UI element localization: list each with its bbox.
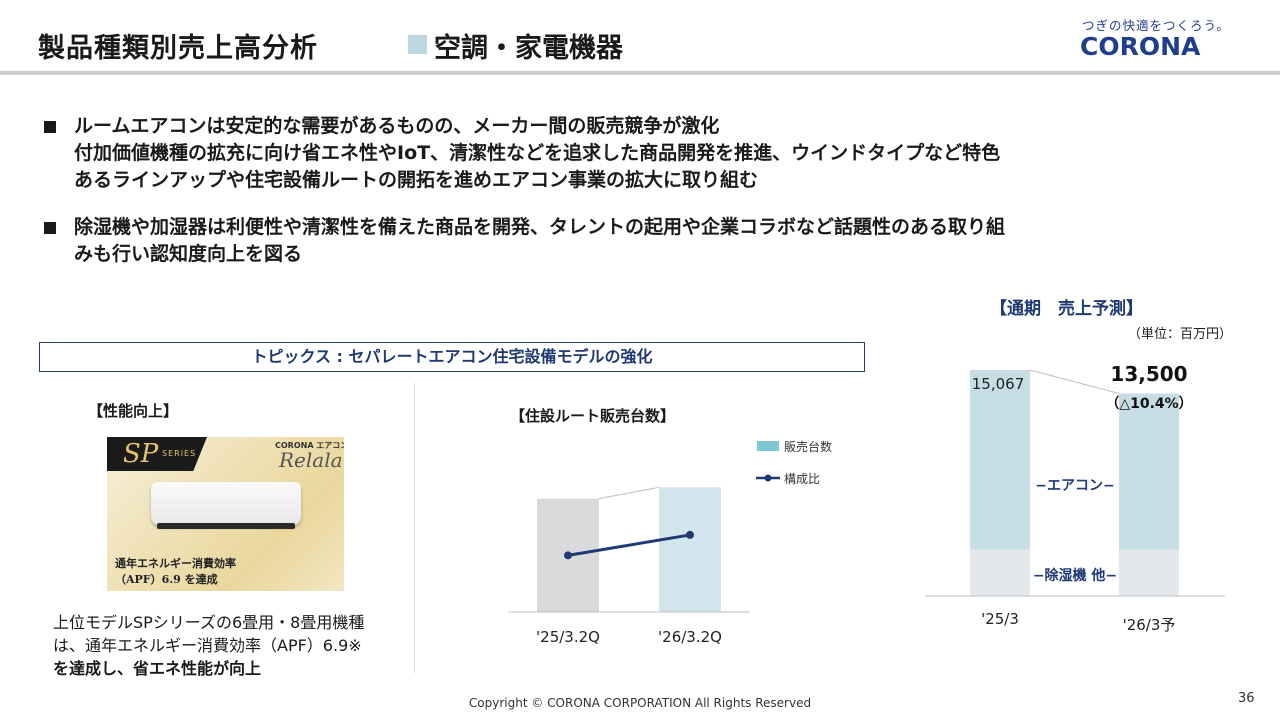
subtitle-square-icon: [408, 35, 427, 54]
section-divider: [414, 383, 415, 673]
route-chart-label: 【住設ルート販売台数】: [510, 407, 676, 425]
bullet-2-line-1: 除湿機や加湿器は利便性や清潔性を備えた商品を開発、タレントの起用や企業コラボなど…: [74, 216, 1006, 238]
performance-desc-line-1: 上位モデルSPシリーズの6畳用・8畳用機種: [53, 613, 365, 632]
corona-logo: CORONA: [1080, 32, 1201, 61]
logo-tagline: つぎの快適をつくろう。: [1082, 18, 1230, 33]
image-caption-line-1: 通年エネルギー消費効率: [115, 557, 236, 570]
topic-title: トピックス : セパレートエアコン住宅設備モデルの強化: [251, 347, 653, 366]
series-word: SERIES: [162, 449, 197, 458]
segment-label-aircon: −エアコン−: [1035, 478, 1114, 494]
sp-series-mark: SP: [123, 439, 159, 469]
composition-ratio-line: [567, 533, 691, 557]
x-tick-label: '25/3: [981, 610, 1019, 628]
page-number: 36: [1238, 691, 1255, 706]
header-divider: [0, 71, 1280, 75]
product-name: Relala: [279, 448, 343, 472]
bar-connector-line: [598, 486, 660, 500]
bullet-2-line-2: みも行い認知度向上を図る: [74, 243, 303, 265]
bullet-square-icon: [44, 222, 56, 234]
composition-ratio-point: [686, 530, 694, 539]
forecast-unit: （単位：百万円）: [1128, 327, 1233, 342]
total-connector-line: [1029, 369, 1120, 394]
product-image: SP SERIES CORONA エアコン Relala 通年エネルギー消費効率…: [107, 437, 344, 591]
x-tick-label: '26/3.2Q: [658, 628, 722, 646]
page-title: 製品種類別売上高分析: [38, 33, 318, 64]
legend-swatch-bar: [757, 441, 779, 451]
performance-desc-line-2: は、通年エネルギー消費効率（APF）6.9※: [53, 636, 362, 655]
performance-desc-line-3: を達成し、省エネ性能が向上: [53, 659, 262, 678]
change-label: （△10.4%）: [1105, 396, 1192, 412]
image-caption-line-2: （APF）6.9 を達成: [115, 573, 218, 586]
air-conditioner-vent: [157, 523, 295, 529]
sales-volume-bar: [659, 487, 721, 612]
composition-ratio-point: [564, 551, 572, 560]
aircon-segment: [1119, 393, 1179, 550]
dehumidifier-other-segment: [970, 549, 1030, 596]
forecast-label: 【通期 売上予測】: [990, 299, 1143, 319]
legend-label-bar: 販売台数: [784, 439, 832, 454]
image-brand: CORONA エアコン: [275, 441, 344, 450]
page-subtitle: 空調・家電機器: [434, 33, 623, 64]
bullet-1-line-2: 付加価値機種の拡充に向け省エネ性やIoT、清潔性などを追求した商品開発を推進、ウ…: [74, 142, 1001, 164]
dehumidifier-other-segment: [1119, 549, 1179, 596]
performance-label: 【性能向上】: [88, 402, 179, 420]
aircon-segment: [970, 369, 1030, 550]
x-tick-label: '26/3予: [1123, 616, 1176, 634]
footer-copyright: Copyright © CORONA CORPORATION All Right…: [468, 696, 812, 710]
bullet-1-line-3: あるラインアップや住宅設備ルートの開拓を進めエアコン事業の拡大に取り組む: [74, 169, 759, 191]
bullet-square-icon: [44, 121, 56, 133]
segment-label-dehumidifier: −除湿機 他−: [1033, 567, 1117, 584]
sales-forecast-chart: 15,067 13,500 （△10.4%） −エアコン− −除湿機 他− '25/3 '2…: [925, 362, 1225, 634]
legend-swatch-point: [764, 474, 772, 482]
legend-label-line: 構成比: [784, 472, 820, 486]
topic-box: [39, 342, 865, 372]
bullet-1-line-1: ルームエアコンは安定的な需要があるものの、メーカー間の販売競争が激化: [74, 115, 720, 137]
total-label-prior: 15,067: [972, 375, 1025, 393]
x-tick-label: '25/3.2Q: [536, 628, 600, 646]
air-conditioner-icon: [151, 482, 301, 526]
total-label-forecast: 13,500: [1110, 362, 1187, 386]
